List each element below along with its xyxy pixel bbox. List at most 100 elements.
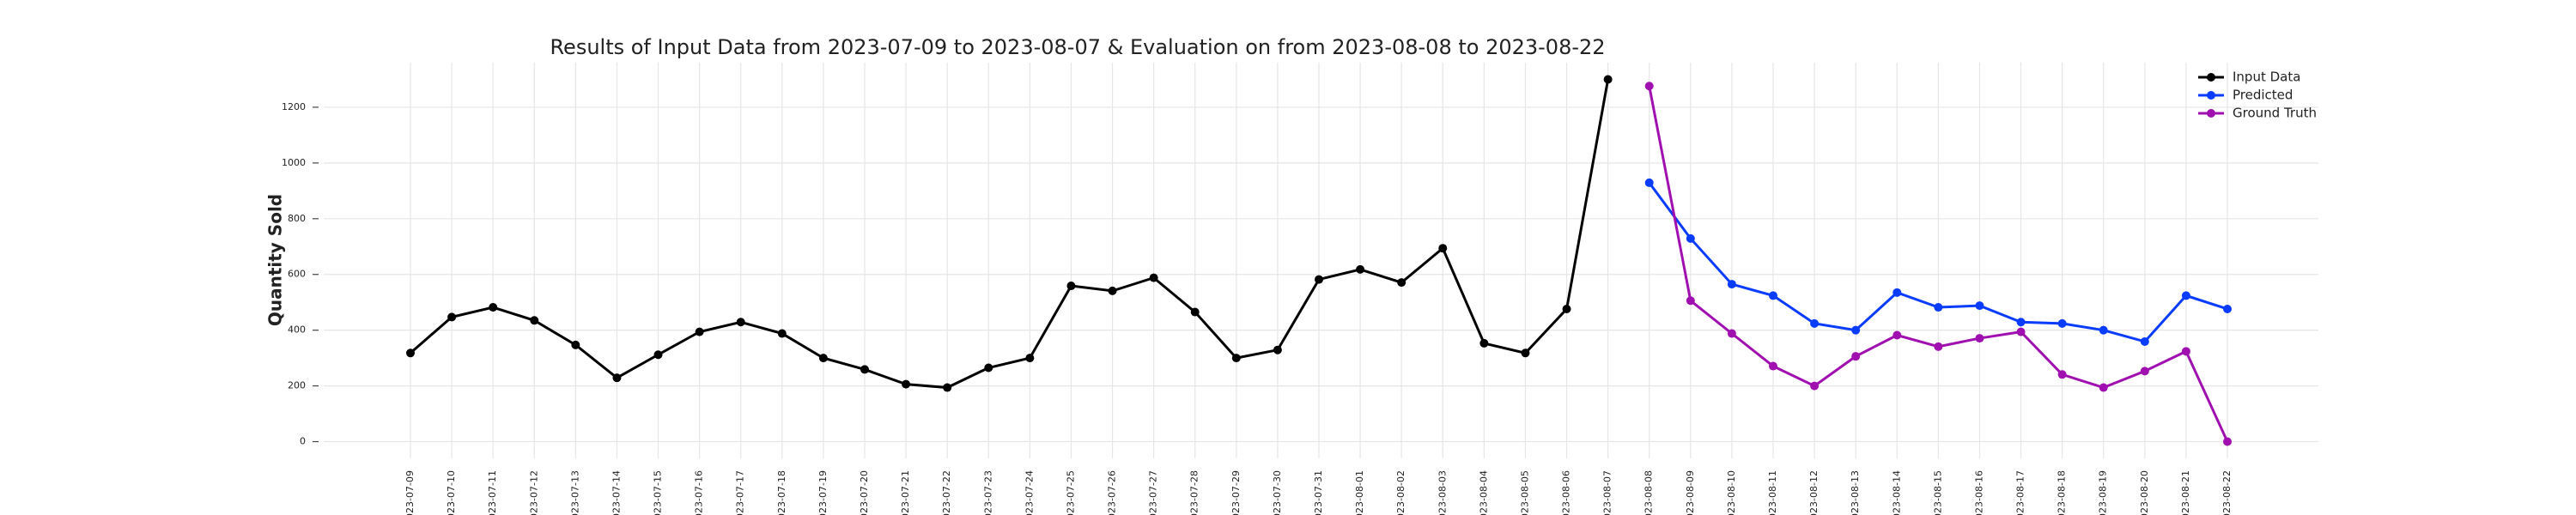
y-tick-label: 400 <box>288 324 306 336</box>
y-tick-label: 0 <box>300 436 306 447</box>
x-tick-label: 2023-08-16 <box>1973 470 1984 515</box>
point <box>1975 334 1984 343</box>
x-tick-label: 2023-08-05 <box>1519 470 1530 515</box>
point <box>1644 82 1654 91</box>
point <box>2016 318 2026 327</box>
point <box>777 329 787 338</box>
point <box>695 327 704 336</box>
point <box>1893 330 1902 340</box>
x-tick-label: 2023-07-14 <box>611 470 622 515</box>
point <box>1521 348 1530 358</box>
point <box>1810 318 1820 328</box>
x-tick-label: 2023-08-03 <box>1437 470 1448 515</box>
x-tick-label: 2023-07-18 <box>776 470 787 515</box>
chart-title: Results of Input Data from 2023-07-09 to… <box>550 35 1605 59</box>
x-tick-label: 2023-07-21 <box>900 470 911 515</box>
legend-marker <box>2207 91 2215 100</box>
point <box>1769 361 1777 371</box>
point <box>902 379 911 389</box>
x-tick-label: 2023-07-28 <box>1189 470 1200 515</box>
point <box>2099 383 2108 392</box>
x-tick-label: 2023-07-17 <box>735 470 746 515</box>
point <box>1893 288 1902 297</box>
point <box>2181 291 2190 300</box>
point <box>860 365 869 374</box>
point <box>2057 370 2067 379</box>
x-tick-label: 2023-08-10 <box>1726 470 1737 515</box>
y-tick-label: 800 <box>288 213 306 224</box>
x-tick-label: 2023-07-20 <box>859 470 870 515</box>
x-tick-label: 2023-08-01 <box>1354 470 1365 515</box>
point <box>1231 354 1241 363</box>
x-tick-label: 2023-08-11 <box>1767 470 1778 515</box>
x-tick-label: 2023-07-29 <box>1230 470 1242 515</box>
series-line <box>410 79 1610 390</box>
x-tick-label: 2023-07-30 <box>1272 470 1283 515</box>
point <box>1975 301 1984 311</box>
point <box>1727 329 1736 338</box>
point <box>530 316 539 325</box>
y-axis-label: Quantity Sold <box>265 194 286 326</box>
legend-label: Ground Truth <box>2233 106 2317 121</box>
point <box>2181 347 2190 356</box>
legend-label: Predicted <box>2233 88 2293 103</box>
point <box>2057 318 2067 328</box>
x-tick-label: 2023-07-19 <box>817 470 829 515</box>
x-tick-label: 2023-08-04 <box>1478 470 1489 515</box>
x-tick-label: 2023-08-07 <box>1602 470 1613 515</box>
legend-marker <box>2207 109 2215 118</box>
x-tick-label: 2023-08-13 <box>1850 470 1861 515</box>
x-tick-label: 2023-08-15 <box>1932 470 1943 515</box>
x-tick-label: 2023-07-10 <box>446 470 457 515</box>
point <box>1190 307 1200 317</box>
point <box>2016 327 2026 336</box>
point <box>1934 303 1943 312</box>
point <box>818 354 828 363</box>
y-tick-label: 600 <box>288 269 306 280</box>
point <box>1562 304 1571 313</box>
point <box>1108 286 1117 295</box>
point <box>1603 75 1613 84</box>
point <box>2140 367 2149 376</box>
point <box>1479 338 1489 348</box>
x-tick-label: 2023-07-11 <box>487 470 498 515</box>
point <box>1149 273 1158 282</box>
x-tick-label: 2023-08-19 <box>2098 470 2109 515</box>
x-tick-label: 2023-08-17 <box>2015 470 2026 515</box>
point <box>1025 354 1035 363</box>
x-tick-label: 2023-08-22 <box>2221 470 2233 515</box>
point <box>1934 342 1943 351</box>
x-tick-label: 2023-08-18 <box>2057 470 2068 515</box>
x-tick-label: 2023-08-12 <box>1808 470 1820 515</box>
x-tick-label: 2023-07-15 <box>653 470 664 515</box>
x-tick-label: 2023-08-20 <box>2139 470 2150 515</box>
x-tick-label: 2023-07-13 <box>569 470 580 515</box>
point <box>1851 352 1861 361</box>
point <box>2099 325 2108 335</box>
point <box>736 318 745 327</box>
point <box>1438 244 1448 253</box>
point <box>1397 278 1406 288</box>
x-tick-label: 2023-08-09 <box>1685 470 1696 515</box>
point <box>1315 275 1323 284</box>
point <box>943 383 952 392</box>
y-tick-label: 1200 <box>282 101 306 112</box>
x-tick-label: 2023-08-14 <box>1891 470 1902 515</box>
legend-label: Input Data <box>2233 70 2300 85</box>
point <box>2223 437 2232 446</box>
point <box>2140 336 2149 346</box>
point <box>1686 296 1695 306</box>
point <box>2223 304 2232 313</box>
point <box>1273 345 1282 354</box>
legend-marker <box>2207 73 2215 82</box>
x-tick-label: 2023-07-09 <box>404 470 416 515</box>
point <box>1810 381 1820 391</box>
x-tick-label: 2023-07-25 <box>1065 470 1076 515</box>
x-tick-label: 2023-07-23 <box>982 470 993 515</box>
point <box>1644 178 1654 187</box>
point <box>1769 291 1777 300</box>
point <box>1356 264 1365 274</box>
point <box>447 312 457 322</box>
point <box>406 348 415 358</box>
x-tick-label: 2023-08-21 <box>2180 470 2191 515</box>
